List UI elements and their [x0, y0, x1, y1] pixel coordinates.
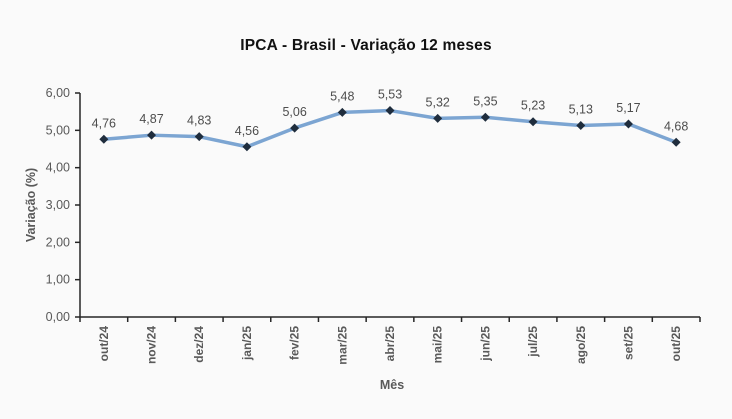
- data-point-marker: [290, 123, 300, 133]
- x-tick-label: fev/25: [288, 326, 302, 360]
- data-point-marker: [337, 107, 347, 117]
- x-tick-label: out/24: [97, 326, 111, 362]
- data-label: 4,68: [664, 119, 688, 133]
- data-point-marker: [433, 113, 443, 123]
- y-tick-label: 0,00: [46, 310, 70, 324]
- data-point-marker: [528, 117, 538, 127]
- x-tick-label: jun/25: [478, 326, 492, 362]
- x-tick-label: set/25: [621, 326, 635, 360]
- y-tick-label: 5,00: [46, 123, 70, 137]
- data-point-marker: [385, 106, 395, 116]
- x-tick-label: nov/24: [145, 326, 159, 364]
- x-tick-label: out/25: [669, 326, 683, 362]
- y-tick-label: 4,00: [46, 161, 70, 175]
- data-point-marker: [242, 142, 252, 152]
- data-point-marker: [99, 134, 109, 144]
- data-label: 5,06: [282, 105, 306, 119]
- x-tick-label: mar/25: [335, 326, 349, 365]
- x-tick-label: dez/24: [192, 326, 206, 363]
- data-point-marker: [623, 119, 633, 129]
- data-point-marker: [194, 132, 204, 142]
- x-tick-label: ago/25: [574, 326, 588, 364]
- data-label: 5,13: [569, 102, 593, 116]
- data-label: 5,17: [616, 101, 640, 115]
- data-label: 5,48: [330, 89, 354, 103]
- x-tick-label: abr/25: [383, 326, 397, 362]
- chart-title: IPCA - Brasil - Variação 12 meses: [240, 37, 492, 54]
- data-label: 4,76: [92, 116, 116, 130]
- data-point-marker: [671, 137, 681, 147]
- x-tick-label: mai/25: [431, 326, 445, 364]
- data-point-marker: [576, 120, 586, 130]
- x-tick-label: jan/25: [240, 326, 254, 361]
- data-point-marker: [480, 112, 490, 122]
- data-label: 4,83: [187, 114, 211, 128]
- data-label: 4,87: [139, 112, 163, 126]
- data-label: 5,35: [473, 94, 497, 108]
- y-tick-label: 6,00: [46, 86, 70, 100]
- data-label: 5,23: [521, 99, 545, 113]
- data-label: 5,32: [426, 95, 450, 109]
- data-label: 4,56: [235, 124, 259, 138]
- data-label: 5,53: [378, 88, 402, 102]
- x-axis-title: Mês: [379, 378, 405, 392]
- y-tick-label: 3,00: [46, 198, 70, 212]
- y-tick-label: 1,00: [46, 273, 70, 287]
- x-tick-label: jul/25: [526, 326, 540, 358]
- data-point-marker: [147, 130, 157, 140]
- y-tick-label: 2,00: [46, 235, 70, 249]
